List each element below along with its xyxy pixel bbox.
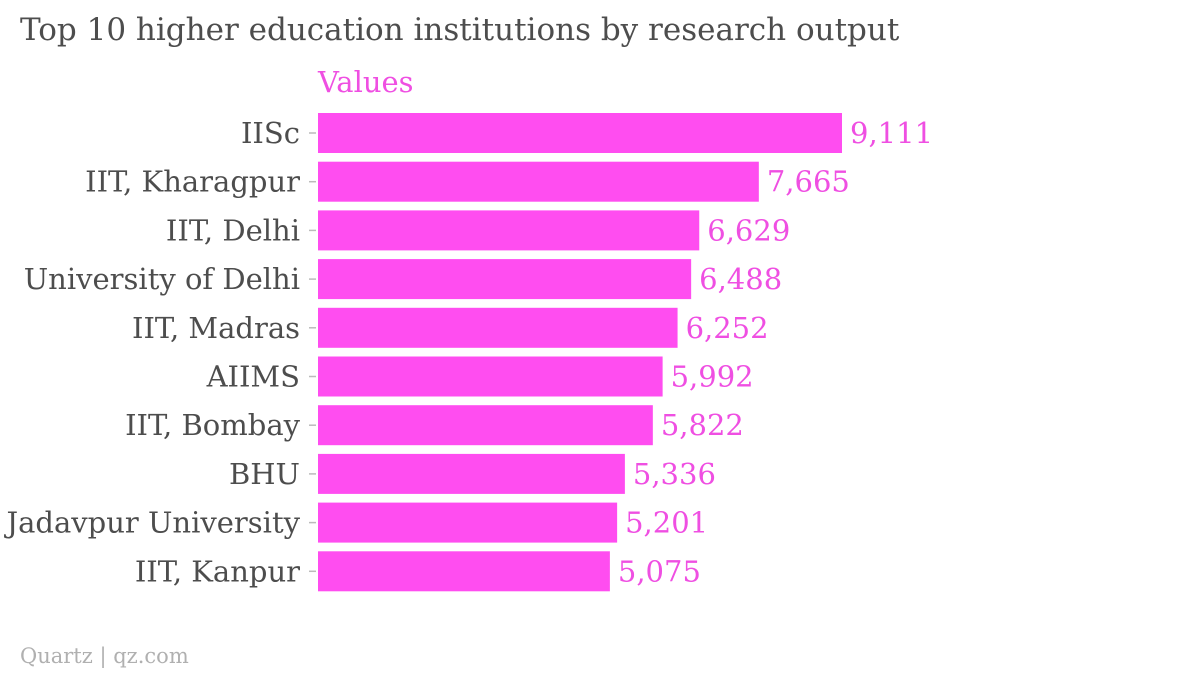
category-label: IISc <box>241 116 300 150</box>
bar <box>318 453 625 494</box>
category-label: IIT, Kanpur <box>135 554 300 588</box>
category-label: Jadavpur University <box>4 506 301 540</box>
value-label: 6,252 <box>686 311 769 345</box>
category-label: IIT, Bombay <box>125 408 301 442</box>
value-label: 5,336 <box>633 457 716 491</box>
source-credit: Quartz | qz.com <box>20 644 189 668</box>
bar <box>318 113 842 153</box>
bar <box>318 307 678 348</box>
category-label: IIT, Madras <box>132 311 300 345</box>
value-label: 5,201 <box>625 506 708 540</box>
bar <box>318 161 759 202</box>
value-label: 5,822 <box>661 408 744 442</box>
value-label: 5,075 <box>618 554 701 588</box>
value-label: 5,992 <box>671 360 754 394</box>
bar <box>318 356 663 397</box>
labels: Values IISc 9,111 IIT, Kharagpur 7,665 IIT, D… <box>4 65 934 588</box>
bar <box>318 259 692 300</box>
y-axis <box>309 132 316 573</box>
bar <box>318 551 610 592</box>
value-label: 9,111 <box>850 116 933 150</box>
chart-title: Top 10 higher education institutions by … <box>20 12 900 48</box>
value-label: 7,665 <box>767 165 850 199</box>
category-label: BHU <box>229 457 300 491</box>
category-label: AIIMS <box>206 360 300 394</box>
value-label: 6,488 <box>699 262 782 296</box>
bar <box>318 405 653 446</box>
category-label: IIT, Delhi <box>166 213 300 247</box>
bars <box>318 113 842 592</box>
value-label: 6,629 <box>707 213 790 247</box>
bar <box>318 210 700 251</box>
bar <box>318 502 618 543</box>
category-label: University of Delhi <box>24 262 300 296</box>
series-label: Values <box>317 65 414 99</box>
category-label: IIT, Kharagpur <box>85 165 300 199</box>
